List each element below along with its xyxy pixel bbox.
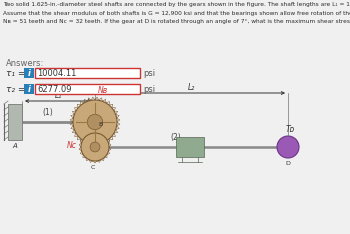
FancyBboxPatch shape <box>24 68 34 78</box>
Text: Answers:: Answers: <box>6 59 44 68</box>
Text: Tᴅ: Tᴅ <box>286 125 295 134</box>
Text: (2): (2) <box>170 133 181 142</box>
Text: psi: psi <box>143 84 155 94</box>
Text: i: i <box>28 69 30 77</box>
FancyBboxPatch shape <box>35 84 140 94</box>
Text: Assume that the shear modulus of both shafts is G = 12,900 ksi and that the bear: Assume that the shear modulus of both sh… <box>3 11 350 15</box>
Text: Two solid 1.625-in.-diameter steel shafts are connected by the gears shown in th: Two solid 1.625-in.-diameter steel shaft… <box>3 2 350 7</box>
Circle shape <box>277 136 299 158</box>
Text: 10004.11: 10004.11 <box>37 69 76 77</box>
Text: Nᴄ: Nᴄ <box>67 140 77 150</box>
Text: Nʙ: Nʙ <box>98 86 108 95</box>
Circle shape <box>87 114 103 130</box>
Bar <box>8 104 22 140</box>
Text: L₂: L₂ <box>188 83 195 91</box>
Text: 6277.09: 6277.09 <box>37 84 71 94</box>
Text: D: D <box>286 161 290 166</box>
Text: psi: psi <box>143 69 155 77</box>
Text: L₁: L₁ <box>55 91 62 99</box>
FancyBboxPatch shape <box>35 68 140 78</box>
Circle shape <box>90 142 100 152</box>
Text: τ₂ =: τ₂ = <box>6 84 25 94</box>
Bar <box>176 137 204 157</box>
Text: (1): (1) <box>42 108 53 117</box>
Text: A: A <box>13 143 18 149</box>
Text: C: C <box>91 165 95 170</box>
FancyBboxPatch shape <box>24 84 34 94</box>
Text: i: i <box>28 84 30 94</box>
Text: Nʙ = 51 teeth and Nᴄ = 32 teeth. If the gear at D is rotated through an angle of: Nʙ = 51 teeth and Nᴄ = 32 teeth. If the … <box>3 19 350 24</box>
Circle shape <box>81 133 109 161</box>
Text: τ₁ =: τ₁ = <box>6 69 25 77</box>
Text: B: B <box>98 123 102 128</box>
Circle shape <box>73 100 117 144</box>
